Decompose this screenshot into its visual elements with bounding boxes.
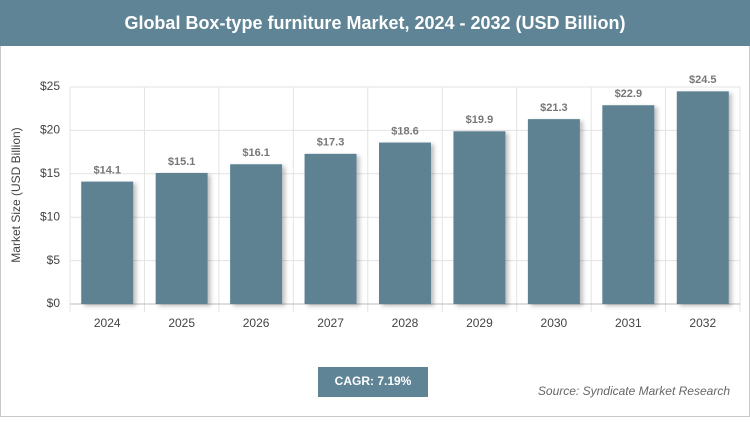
cagr-box	[318, 367, 428, 397]
x-tick-label: 2030	[541, 316, 568, 330]
x-tick-label: 2032	[689, 316, 716, 330]
y-tick-label: $20	[40, 123, 60, 137]
bar	[304, 153, 357, 304]
bar	[230, 164, 283, 304]
chart-title: Global Box-type furniture Market, 2024 -…	[124, 13, 625, 33]
x-tick-label: 2026	[243, 316, 270, 330]
y-tick-label: $5	[47, 253, 61, 267]
x-tick-label: 2025	[168, 316, 195, 330]
bar	[527, 119, 580, 304]
value-label: $21.3	[540, 102, 568, 114]
y-axis-label: Market Size (USD Billion)	[9, 127, 23, 262]
x-tick-label: 2024	[94, 316, 121, 330]
value-label: $22.9	[615, 88, 643, 100]
title-bar	[0, 0, 750, 46]
x-tick-label: 2031	[615, 316, 642, 330]
bar	[453, 131, 506, 304]
value-label: $16.1	[242, 147, 270, 159]
value-label: $19.9	[466, 114, 494, 126]
source-note: Source: Syndicate Market Research	[538, 384, 730, 398]
cagr-label: CAGR: 7.19%	[335, 374, 412, 388]
bar	[81, 181, 134, 304]
y-tick-label: $15	[40, 166, 60, 180]
bar	[676, 91, 729, 304]
value-label: $18.6	[391, 125, 419, 137]
x-tick-label: 2029	[466, 316, 493, 330]
bar	[155, 172, 208, 304]
x-tick-label: 2027	[317, 316, 344, 330]
value-label: $24.5	[689, 74, 717, 86]
value-label: $15.1	[168, 156, 196, 168]
x-tick-label: 2028	[392, 316, 419, 330]
y-tick-label: $10	[40, 209, 60, 223]
bar	[379, 142, 431, 304]
value-label: $14.1	[93, 165, 121, 177]
bar	[602, 105, 655, 304]
y-tick-label: $0	[47, 296, 61, 310]
value-label: $17.3	[317, 137, 345, 149]
y-tick-label: $25	[40, 79, 60, 93]
